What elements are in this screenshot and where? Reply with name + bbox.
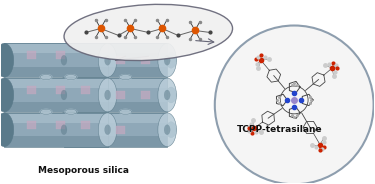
Ellipse shape (98, 113, 117, 147)
Bar (4, 113, 108, 123)
Bar (116, 91, 125, 99)
Ellipse shape (61, 90, 67, 100)
Ellipse shape (164, 90, 170, 100)
Bar (64, 102, 167, 112)
Polygon shape (65, 75, 77, 80)
Ellipse shape (55, 43, 73, 77)
Bar (4, 78, 108, 88)
Bar (64, 78, 167, 112)
Bar (64, 78, 167, 112)
Ellipse shape (55, 78, 73, 112)
Bar (4, 102, 108, 112)
Text: Mesoporous silica: Mesoporous silica (38, 166, 129, 175)
Ellipse shape (55, 113, 73, 147)
Bar (141, 91, 150, 99)
Ellipse shape (166, 87, 176, 103)
Bar (57, 86, 65, 94)
Bar (4, 67, 108, 77)
Bar (4, 78, 108, 112)
Ellipse shape (164, 55, 170, 65)
Bar (64, 113, 167, 123)
Bar (81, 86, 90, 94)
Ellipse shape (0, 43, 13, 77)
Bar (27, 121, 36, 129)
Bar (27, 51, 36, 59)
Bar (64, 78, 167, 88)
Ellipse shape (61, 55, 67, 65)
Polygon shape (40, 109, 52, 114)
Ellipse shape (166, 122, 176, 138)
Ellipse shape (2, 125, 8, 135)
Bar (4, 78, 108, 112)
Bar (116, 126, 125, 134)
Polygon shape (120, 109, 131, 114)
Bar (64, 43, 167, 54)
Ellipse shape (0, 52, 5, 68)
Bar (141, 56, 150, 64)
Ellipse shape (64, 4, 232, 61)
Polygon shape (120, 75, 131, 80)
Ellipse shape (2, 90, 8, 100)
Ellipse shape (0, 78, 13, 112)
Circle shape (215, 26, 374, 184)
Bar (4, 113, 108, 147)
Bar (64, 43, 167, 77)
Bar (4, 113, 108, 147)
Ellipse shape (98, 78, 117, 112)
Ellipse shape (105, 90, 111, 100)
Ellipse shape (105, 55, 111, 65)
Text: TCPP-tetrasilane: TCPP-tetrasilane (237, 125, 322, 134)
Ellipse shape (105, 125, 111, 135)
Ellipse shape (158, 78, 176, 112)
Bar (81, 121, 90, 129)
Ellipse shape (166, 52, 176, 68)
Bar (4, 43, 108, 54)
Ellipse shape (164, 125, 170, 135)
Bar (57, 121, 65, 129)
Ellipse shape (0, 87, 5, 103)
Bar (57, 51, 65, 59)
Ellipse shape (61, 125, 67, 135)
Bar (64, 113, 167, 147)
Bar (4, 43, 108, 77)
Bar (64, 43, 167, 77)
Bar (4, 137, 108, 147)
Bar (4, 43, 108, 77)
Ellipse shape (0, 122, 5, 138)
Ellipse shape (158, 113, 176, 147)
Ellipse shape (98, 43, 117, 77)
Bar (64, 113, 167, 147)
Polygon shape (40, 75, 52, 80)
Ellipse shape (158, 43, 176, 77)
Bar (64, 137, 167, 147)
Bar (64, 67, 167, 77)
Polygon shape (65, 109, 77, 114)
Ellipse shape (0, 113, 13, 147)
Bar (27, 86, 36, 94)
Ellipse shape (2, 55, 8, 65)
Bar (116, 56, 125, 64)
